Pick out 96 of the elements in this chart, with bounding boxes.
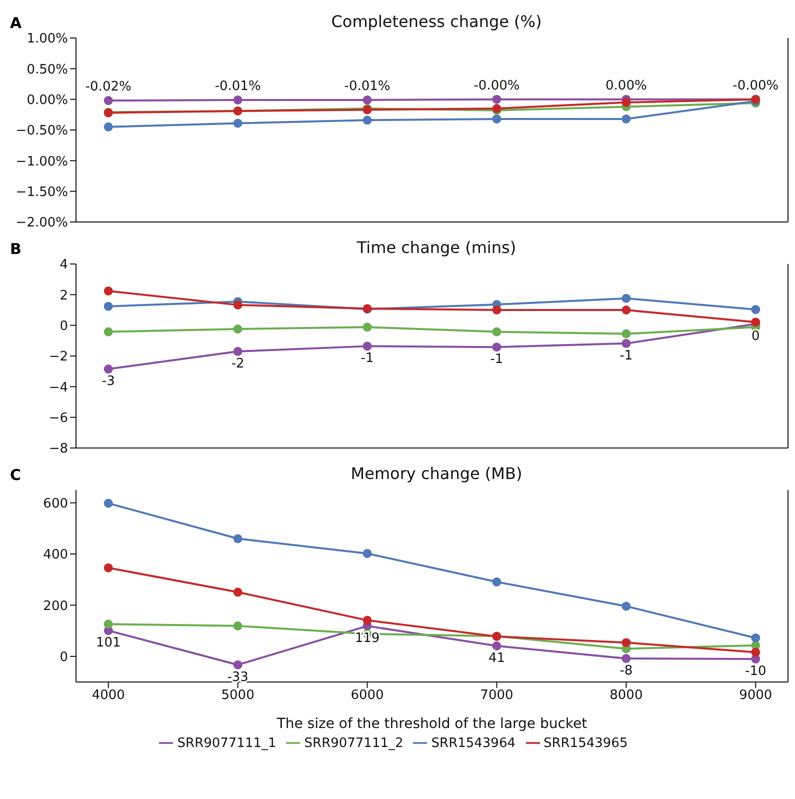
y-tick-label: 0 [60,650,68,666]
point [492,327,502,336]
point [104,96,113,106]
y-tick-label: 1.00% [26,32,68,47]
y-tick-label: 0.50% [26,62,68,78]
x-axis-title: The size of the threshold of the large bucket [276,716,588,732]
point [362,116,372,125]
point [233,534,242,544]
point [104,302,113,311]
legend-label: SRR1543964 [431,736,516,751]
point [233,621,242,630]
y-tick-label: −6 [48,410,68,426]
data-label: -10 [745,664,766,679]
point [233,118,242,128]
point [492,641,502,650]
y-tick-label: 600 [43,496,68,512]
y-tick-label: 0 [60,318,68,334]
x-tick-label: 8000 [610,688,643,704]
point [104,327,113,336]
point [622,654,631,663]
y-tick-label: 2 [60,288,68,304]
chart-title: Time change (mins) [356,238,518,257]
y-tick-label: 200 [43,598,68,614]
point [233,300,242,310]
data-label: 0 [751,328,760,344]
point [492,94,502,104]
point [233,660,242,670]
point [622,338,631,348]
point [104,620,113,629]
text: B [10,240,22,258]
point [492,577,502,586]
data-label: 101 [96,636,121,651]
data-label: -1 [620,348,633,364]
data-label: -3 [102,374,115,390]
data-label: -0.01% [344,78,390,94]
point [362,548,372,558]
x-tick-label: 5000 [221,688,254,704]
chart-title: Completeness change (%) [330,12,543,31]
x-tick-label: 4000 [92,688,125,704]
y-tick-label: −0.50% [16,124,68,139]
data-label: -0.00% [732,78,779,94]
y-tick-label: −2.00% [16,216,68,231]
x-tick-label: 7000 [480,688,514,704]
point [362,342,372,351]
data-label: -0.00% [474,78,520,94]
legend-label: SRR9077111_1 [177,736,276,751]
point [622,329,631,338]
point [233,95,242,104]
point [104,563,113,572]
data-label: -2 [231,356,244,372]
text: C [10,466,22,484]
point [492,114,502,124]
y-tick-label: 400 [43,548,68,563]
point [622,602,631,611]
legend-label: SRR1543965 [544,736,628,751]
y-tick-label: 4 [60,258,68,273]
point [104,364,113,374]
data-label: -8 [620,663,633,678]
point [233,588,242,597]
point [362,322,372,332]
point [104,498,113,508]
point [362,616,372,625]
data-label: -1 [360,351,374,366]
data-label: -33 [227,670,248,685]
point [622,114,631,124]
y-tick-label: −8 [48,442,68,457]
point [751,648,760,657]
legend-label: SRR9077111_2 [304,736,404,751]
y-tick-label: 0.00% [26,92,68,108]
y-tick-label: −2 [48,350,68,365]
point [622,638,631,648]
y-tick-label: −4 [48,380,68,396]
point [492,306,502,314]
data-label: 0.00% [606,78,647,94]
text: A [10,14,22,32]
point [104,286,113,296]
point [233,324,242,334]
point [233,346,242,356]
data-label: 41 [488,650,505,666]
y-tick-label: −1.00% [16,154,68,170]
point [492,342,502,352]
point [622,294,631,303]
point [751,633,760,642]
data-label: -0.01% [214,78,261,94]
data-label: -0.02% [85,80,132,95]
x-tick-label: 9000 [739,688,772,704]
point [622,306,631,314]
point [622,98,631,107]
y-tick-label: −1.50% [16,184,68,200]
point [104,122,113,132]
point [751,305,760,314]
data-label: 119 [354,630,380,646]
chart-title: Memory change (MB) [350,464,524,483]
x-tick-label: 6000 [350,688,384,704]
point [362,95,372,104]
data-label: -1 [490,352,504,368]
